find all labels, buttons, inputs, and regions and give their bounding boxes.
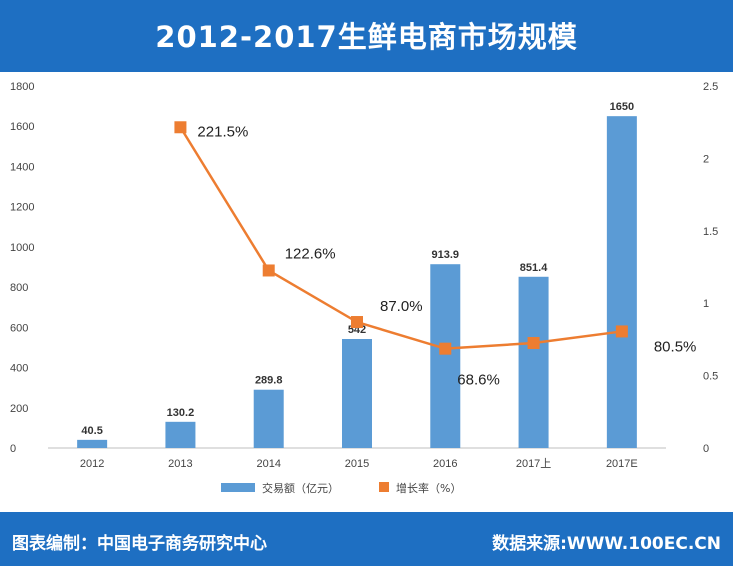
- x-tick-label: 2012: [80, 458, 104, 470]
- y-left-tick-label: 1200: [10, 202, 34, 214]
- bar: [342, 338, 372, 448]
- y-left-tick-label: 200: [10, 403, 28, 415]
- bar-value-label: 40.5: [81, 425, 102, 437]
- y-left-tick-label: 1800: [10, 81, 34, 93]
- bar: [77, 439, 108, 448]
- growth-point: [262, 264, 275, 277]
- combo-chart: 0 200 400 600 800 1000 1200 1400 1600 1800 0 0.5 1 1.…: [10, 81, 718, 495]
- plot-panel: 0 200 400 600 800 1000 1200 1400 1600 1800 0 0.5 1 1.…: [0, 72, 733, 512]
- y-right-tick-label: 0.5: [703, 371, 718, 383]
- data-source: 数据来源:WWW.100EC.CN: [492, 534, 721, 554]
- y-left-tick-label: 400: [10, 363, 28, 375]
- legend-bar-swatch: [221, 483, 255, 492]
- footer-banner: 图表编制：中国电子商务研究中心 数据来源:WWW.100EC.CN: [0, 512, 733, 566]
- growth-value-label: 68.6%: [457, 372, 500, 389]
- growth-value-label: 221.5%: [197, 123, 248, 140]
- bar-value-label: 1650: [610, 101, 634, 113]
- x-tick-label: 2017上: [516, 457, 551, 470]
- growth-point: [439, 342, 452, 355]
- bar-value-label: 130.2: [167, 407, 195, 419]
- legend-line-swatch: [379, 482, 389, 492]
- y-left-tick-label: 600: [10, 322, 28, 334]
- bar-value-label: 851.4: [520, 262, 548, 274]
- y-left-tick-label: 0: [10, 443, 16, 455]
- growth-point: [351, 316, 363, 329]
- y-right-tick-label: 1.5: [703, 226, 718, 238]
- y-left-tick-label: 1000: [10, 242, 34, 254]
- bar: [165, 421, 196, 448]
- y-right-tick-label: 0: [703, 443, 709, 455]
- x-tick-label: 2017E: [606, 458, 638, 470]
- x-tick-label: 2015: [345, 458, 369, 470]
- growth-point: [174, 121, 187, 134]
- bar: [253, 389, 284, 448]
- compiler-credit: 图表编制：中国电子商务研究中心: [12, 534, 267, 554]
- bar-value-label: 913.9: [432, 249, 460, 261]
- bar: [606, 116, 637, 448]
- y-right-tick-label: 2.5: [703, 81, 718, 93]
- x-tick-label: 2013: [168, 458, 192, 470]
- title-banner: 2012-2017生鲜电商市场规模: [0, 0, 733, 72]
- y-right-tick-label: 1: [703, 298, 709, 310]
- growth-line: [179, 126, 623, 350]
- bar-value-label: 289.8: [255, 375, 283, 387]
- y-left-tick-label: 800: [10, 282, 28, 294]
- growth-value-label: 87.0%: [380, 298, 423, 315]
- growth-value-label: 80.5%: [654, 338, 697, 355]
- bar: [518, 276, 549, 448]
- y-right-tick-label: 2: [703, 153, 709, 165]
- legend-line-label: 增长率（%）: [396, 481, 461, 495]
- chart-title: 2012-2017生鲜电商市场规模: [155, 20, 578, 54]
- y-left-tick-label: 1600: [10, 121, 34, 133]
- x-tick-label: 2016: [433, 458, 457, 470]
- growth-point: [615, 325, 628, 338]
- growth-value-label: 122.6%: [285, 245, 336, 262]
- growth-point: [527, 337, 540, 350]
- y-left-tick-label: 1400: [10, 161, 34, 173]
- x-tick-label: 2014: [256, 458, 280, 470]
- legend-bar-label: 交易额（亿元）: [262, 481, 339, 495]
- bar: [430, 264, 461, 448]
